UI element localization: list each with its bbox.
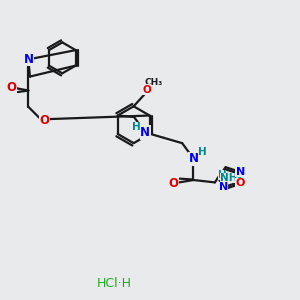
Text: NH₂: NH₂	[220, 173, 242, 184]
Text: O: O	[7, 81, 16, 94]
Text: N: N	[140, 126, 150, 139]
Text: N: N	[23, 53, 33, 66]
Text: CH₃: CH₃	[144, 78, 162, 87]
Text: O: O	[142, 85, 151, 95]
Text: O: O	[169, 177, 179, 190]
Text: O: O	[235, 178, 244, 188]
Text: H: H	[218, 170, 226, 180]
Text: HCl·H: HCl·H	[97, 277, 132, 290]
Text: H: H	[198, 147, 207, 157]
Text: N: N	[188, 152, 199, 165]
Text: N: N	[236, 167, 245, 177]
Text: H: H	[132, 122, 141, 131]
Text: O: O	[40, 114, 50, 128]
Text: N: N	[219, 182, 228, 192]
